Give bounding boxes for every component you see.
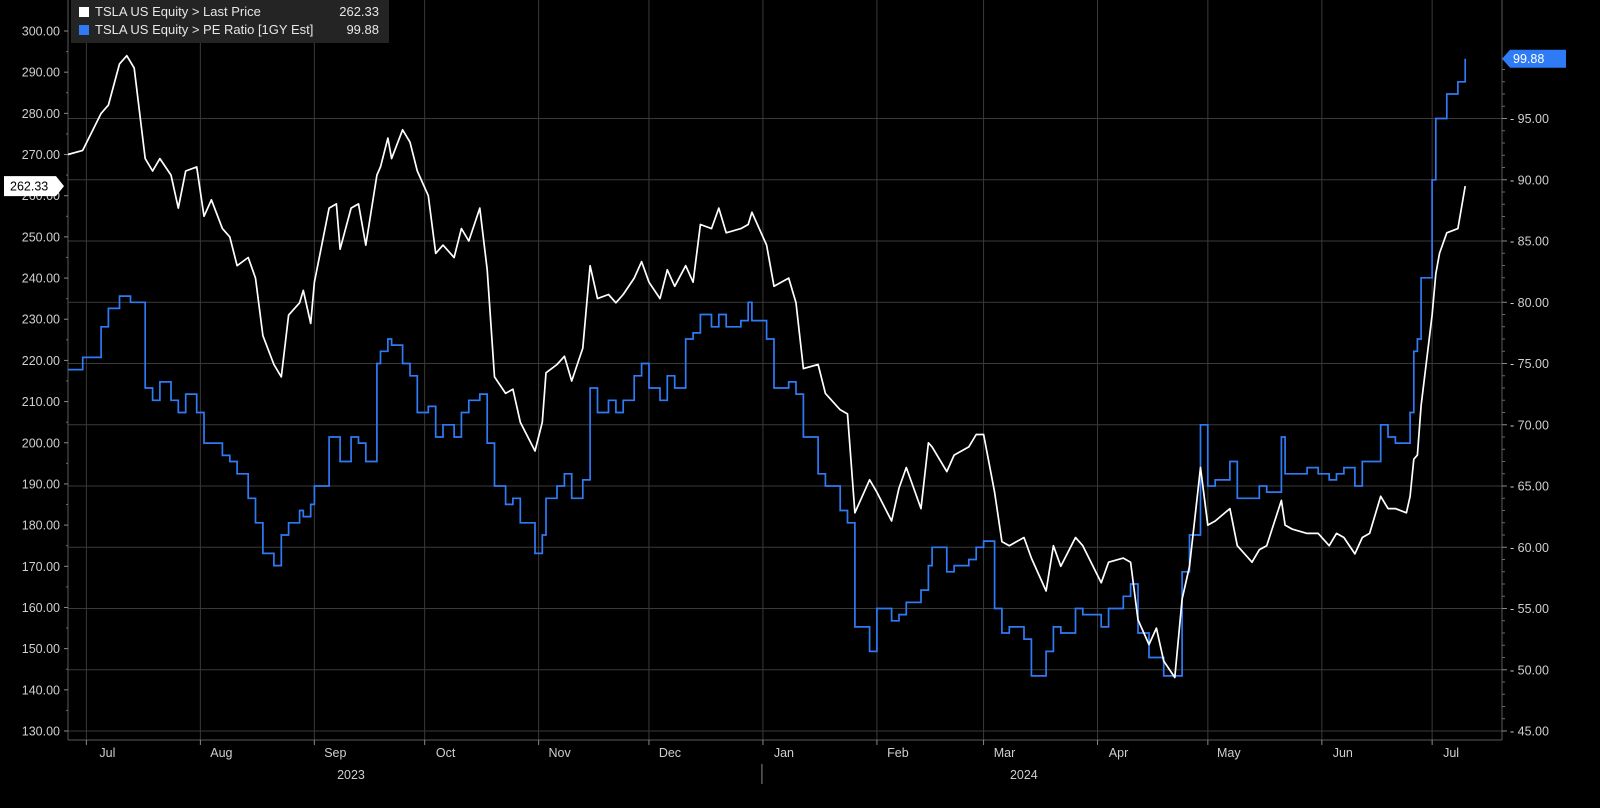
month-label: Jan xyxy=(774,746,794,760)
pe-badge-text: 99.88 xyxy=(1513,52,1544,66)
left-tick-label: 250.00 xyxy=(22,230,60,244)
left-tick-label: 190.00 xyxy=(22,477,60,491)
left-tick-label: 230.00 xyxy=(22,313,60,327)
month-label: Apr xyxy=(1109,746,1128,760)
chart-legend: TSLA US Equity > Last Price 262.33 TSLA … xyxy=(71,0,389,43)
legend-price-name: TSLA US Equity > Last Price xyxy=(95,4,261,19)
right-tick-label: - 95.00 xyxy=(1510,112,1549,126)
price-swatch-icon xyxy=(79,7,89,17)
right-tick-label: - 80.00 xyxy=(1510,296,1549,310)
right-tick-label: - 65.00 xyxy=(1510,480,1549,494)
right-tick-label: - 75.00 xyxy=(1510,357,1549,371)
pe-last-value-badge: 99.88 xyxy=(1502,49,1566,68)
right-tick-label: - 60.00 xyxy=(1510,541,1549,555)
right-tick-label: - 85.00 xyxy=(1510,235,1549,249)
month-label: Dec xyxy=(659,746,681,760)
time-axis: Jul Aug Sep Oct Nov Dec Jan Feb Mar Apr May Jun Jul 2… xyxy=(68,739,1502,784)
left-tick-label: 270.00 xyxy=(22,148,60,162)
month-label: May xyxy=(1217,746,1241,760)
year-label: 2024 xyxy=(1010,768,1038,782)
left-tick-label: 160.00 xyxy=(22,601,60,615)
month-label: Nov xyxy=(549,746,572,760)
pe-ratio-line xyxy=(68,58,1467,677)
left-tick-label: 280.00 xyxy=(22,107,60,121)
legend-price-value: 262.33 xyxy=(339,4,379,19)
legend-pe-name: TSLA US Equity > PE Ratio [1GY Est] xyxy=(95,22,314,37)
legend-item-pe: TSLA US Equity > PE Ratio [1GY Est] 99.8… xyxy=(79,21,379,39)
series-lines xyxy=(67,54,1467,679)
month-label: Jul xyxy=(99,746,115,760)
pe-swatch-icon xyxy=(79,25,89,35)
month-label: Jul xyxy=(1443,746,1459,760)
right-pe-axis: - 45.00 - 50.00 - 55.00 - 60.00 - 65.00 - 70.… xyxy=(1501,0,1549,740)
left-tick-label: 130.00 xyxy=(22,725,60,739)
last-price-line xyxy=(67,54,1467,679)
month-label: Aug xyxy=(210,746,232,760)
right-tick-label: - 55.00 xyxy=(1510,602,1549,616)
left-tick-label: 200.00 xyxy=(22,436,60,450)
left-tick-label: 170.00 xyxy=(22,560,60,574)
right-tick-label: - 70.00 xyxy=(1510,418,1549,432)
left-tick-label: 300.00 xyxy=(22,25,60,39)
legend-item-price: TSLA US Equity > Last Price 262.33 xyxy=(79,3,379,21)
month-label: Feb xyxy=(887,746,909,760)
left-tick-label: 240.00 xyxy=(22,272,60,286)
price-badge-text: 262.33 xyxy=(10,180,48,194)
right-tick-label: - 90.00 xyxy=(1510,173,1549,187)
month-label: Sep xyxy=(324,746,346,760)
month-label: Oct xyxy=(436,746,456,760)
left-tick-label: 210.00 xyxy=(22,395,60,409)
left-tick-label: 290.00 xyxy=(22,66,60,80)
right-tick-label: - 45.00 xyxy=(1510,725,1549,739)
left-tick-label: 180.00 xyxy=(22,519,60,533)
left-tick-label: 220.00 xyxy=(22,354,60,368)
year-label: 2023 xyxy=(337,768,365,782)
right-tick-label: - 50.00 xyxy=(1510,663,1549,677)
month-label: Jun xyxy=(1333,746,1353,760)
legend-pe-value: 99.88 xyxy=(346,22,379,37)
price-last-value-badge: 262.33 xyxy=(4,176,64,197)
left-tick-label: 140.00 xyxy=(22,683,60,697)
left-tick-label: 150.00 xyxy=(22,642,60,656)
month-label: Mar xyxy=(994,746,1016,760)
last-value-badges: 262.33 99.88 xyxy=(4,49,1566,197)
chart-grid xyxy=(68,0,1502,740)
